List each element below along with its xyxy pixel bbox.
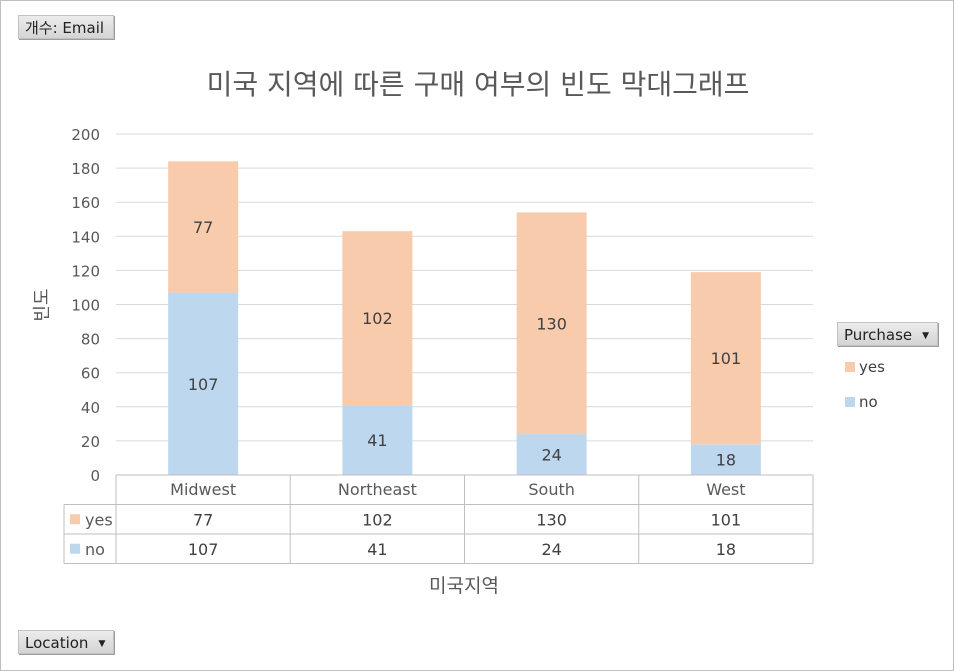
bar-yes-midwest (168, 161, 239, 293)
legend-field-label: Purchase (844, 326, 913, 344)
bar-no-south (516, 434, 587, 475)
axis-field-label: Location (25, 634, 89, 652)
data-label: 18 (716, 451, 736, 470)
bar-no-midwest (168, 292, 239, 475)
values-field-label: 개수: Email (25, 19, 105, 37)
y-tick-label: 200 (71, 126, 100, 144)
data-label: 130 (536, 314, 567, 333)
axis-field-button[interactable]: Location ▼ (18, 630, 114, 654)
y-tick-label: 180 (71, 160, 100, 178)
values-field-button[interactable]: 개수: Email (18, 15, 114, 39)
legend-label-no: no (859, 393, 878, 411)
data-table: Midwest Northeast South West yes 77 102 130 101 n… (63, 474, 814, 564)
legend-item-no[interactable]: no (845, 393, 878, 411)
y-tick-label: 120 (71, 262, 100, 280)
table-cell: 101 (711, 510, 742, 529)
bar-yes-west (690, 272, 761, 445)
y-tick-label: 100 (71, 297, 100, 315)
x-tick-label: Northeast (338, 480, 417, 499)
y-tick-label: 160 (71, 194, 100, 212)
bar-yes-northeast (342, 231, 413, 406)
table-legend-swatch-no (70, 543, 80, 554)
data-label: 101 (711, 349, 742, 368)
table-cell: 24 (541, 540, 561, 559)
x-tick-label: Midwest (170, 480, 236, 499)
bar-yes-south (516, 212, 587, 435)
legend-item-yes[interactable]: yes (845, 358, 885, 376)
table-cell: 107 (188, 540, 219, 559)
data-label: 41 (367, 431, 387, 450)
y-tick-label: 0 (90, 467, 100, 485)
y-tick-label: 140 (71, 228, 100, 246)
legend-swatch-yes (845, 362, 855, 372)
x-tick-label: West (706, 480, 745, 499)
table-row-label: no (85, 540, 105, 559)
data-label: 107 (188, 375, 219, 394)
y-tick-label: 40 (81, 399, 100, 417)
table-cell: 102 (362, 510, 393, 529)
y-axis-title: 빈도 (32, 288, 53, 321)
data-label: 77 (193, 218, 213, 237)
y-tick-label: 60 (81, 365, 100, 383)
table-legend-swatch-yes (70, 514, 80, 525)
bar-no-west (690, 444, 761, 475)
table-cell: 130 (536, 510, 567, 529)
y-axis-tick-labels: 0 20 40 60 80 100 120 140 160 180 200 (71, 126, 100, 485)
dropdown-arrow-icon: ▼ (98, 638, 106, 649)
table-row-label: yes (85, 510, 113, 529)
data-label: 24 (541, 446, 561, 465)
legend-swatch-no (845, 397, 855, 407)
data-label: 102 (362, 309, 393, 328)
chart-title: 미국 지역에 따른 구매 여부의 빈도 막대그래프 (207, 68, 750, 101)
legend-label-yes: yes (859, 358, 885, 376)
x-axis-title: 미국지역 (429, 575, 499, 597)
x-tick-label: South (528, 480, 575, 499)
y-tick-label: 80 (81, 331, 100, 349)
y-tick-label: 20 (81, 433, 100, 451)
bar-series-group: 107 77 41 102 24 130 18 101 (168, 161, 761, 475)
bar-no-northeast (342, 405, 413, 475)
dropdown-arrow-icon: ▼ (922, 330, 930, 341)
table-cell: 77 (193, 510, 213, 529)
table-cell: 41 (367, 540, 387, 559)
legend-field-button[interactable]: Purchase ▼ (837, 322, 938, 346)
table-cell: 18 (716, 540, 736, 559)
